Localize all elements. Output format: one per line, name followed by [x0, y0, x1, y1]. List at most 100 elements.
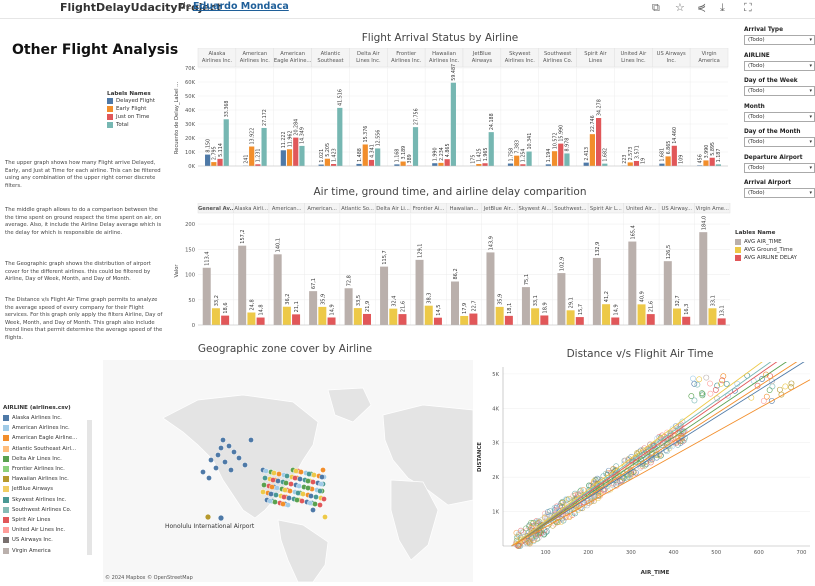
data-label: 3.990: [704, 145, 710, 159]
bar: [637, 304, 646, 325]
data-label: 40,9: [640, 291, 646, 302]
fullscreen-icon[interactable]: ⛶: [744, 1, 752, 14]
scatter-point: [719, 377, 726, 384]
category-label: Southwest: [544, 51, 571, 57]
data-label: 75,1: [524, 274, 530, 285]
legend-item[interactable]: AVG Ground_Time: [735, 246, 797, 254]
filter-dropdown[interactable]: (Todo) ▾: [744, 162, 815, 173]
airline-legend-item[interactable]: JetBlue Airways: [3, 484, 95, 494]
airline-legend-item[interactable]: Hawaiian Airlines Inc.: [3, 474, 95, 484]
bar: [380, 266, 389, 325]
filter-value: (Todo): [748, 190, 765, 196]
bar: [589, 134, 595, 166]
airline-legend-item[interactable]: Frontier Airlines Inc.: [3, 464, 95, 474]
category-label: Airlines Inc.: [505, 58, 536, 64]
data-label: 8.150: [205, 139, 211, 153]
airline-legend-item[interactable]: US Airways Inc.: [3, 535, 95, 545]
filter-dropdown[interactable]: (Todo) ▾: [744, 60, 815, 71]
copy-icon[interactable]: ⧉: [652, 1, 660, 14]
filter-value: (Todo): [748, 113, 765, 120]
bar: [337, 107, 343, 166]
data-label: 38,3: [427, 293, 433, 304]
airport-marker: [261, 482, 267, 488]
airline-legend-item[interactable]: Spirit Air Lines: [3, 515, 95, 525]
scatter-point: [544, 528, 550, 535]
bar: [564, 153, 570, 166]
airline-legend-item[interactable]: American Eagle Airline...: [3, 433, 95, 443]
legend-item[interactable]: Just on Time: [107, 113, 155, 121]
legend-item[interactable]: Delayed Flight: [107, 97, 155, 105]
legend-item[interactable]: AVG AIRLINE DELAY: [735, 254, 797, 262]
trend-line: [511, 362, 763, 547]
swatch-icon: [3, 547, 9, 554]
data-label: 32,7: [675, 295, 681, 306]
bar: [400, 161, 406, 166]
bar: [292, 314, 301, 325]
filter-dropdown[interactable]: (Todo) ▾: [744, 137, 815, 147]
star-icon[interactable]: ☆: [675, 1, 685, 14]
data-label: 102,9: [559, 257, 565, 271]
legend-item[interactable]: Total: [107, 121, 155, 129]
swatch-icon: [3, 476, 9, 483]
description-paragraph: The Distance v/s Flight Air Time graph p…: [5, 297, 163, 341]
share-icon[interactable]: ⋞: [697, 1, 707, 14]
data-label: 5.114: [218, 143, 224, 157]
y-tick-label: 10K: [185, 150, 196, 156]
bar: [715, 164, 721, 166]
bar: [249, 146, 255, 166]
data-label: 29,1: [569, 297, 575, 308]
legend-label: Delayed Flight: [116, 98, 155, 104]
airport-marker: [307, 500, 313, 506]
data-label: 18,1: [507, 303, 513, 314]
scatter-point: [776, 386, 783, 393]
bar: [545, 164, 551, 166]
description-paragraph: The upper graph shows how many Flight ar…: [5, 160, 161, 189]
filter-group: Departure Airport (Todo) ▾: [744, 155, 815, 181]
bar: [521, 287, 530, 325]
airport-marker: [288, 481, 294, 487]
legend-label: Just on Time: [116, 114, 150, 120]
data-label: 15.376: [363, 126, 369, 143]
bar: [659, 163, 665, 166]
category-header: [694, 203, 731, 214]
bar: [703, 160, 709, 166]
data-label: 21,1: [294, 301, 300, 312]
airline-legend-item[interactable]: American Airlines Inc.: [3, 423, 95, 433]
time-legend: Lables Name AVG AIR_TIME AVG Ground_Time…: [735, 230, 797, 262]
data-label: 14,9: [613, 304, 619, 315]
bar: [424, 305, 433, 325]
legend-scrollbar[interactable]: [87, 420, 92, 555]
bar: [415, 259, 424, 325]
filter-dropdown[interactable]: (Todo) ▾: [744, 111, 815, 122]
data-label: 17,9: [462, 303, 468, 314]
airport-marker: [281, 494, 287, 500]
legend-item[interactable]: Early Flight: [107, 105, 155, 113]
airport-marker: [283, 480, 289, 486]
data-label: 35,9: [498, 294, 504, 305]
airline-legend-item[interactable]: Virgin America: [3, 545, 95, 555]
filter-dropdown[interactable]: (Todo) ▾: [744, 188, 815, 198]
airline-legend-label: US Airways Inc.: [12, 537, 53, 544]
airline-legend-item[interactable]: Southwest Airlines Co.: [3, 505, 95, 515]
airline-legend-item[interactable]: Alaska Airlines Inc.: [3, 413, 95, 423]
legend-item[interactable]: AVG AIR_TIME: [735, 238, 797, 246]
filter-dropdown[interactable]: (Todo) ▾: [744, 35, 815, 45]
description-paragraph: The Geographic graph shows the distribut…: [5, 261, 151, 283]
world-map[interactable]: Honolulu International Airport © 2024 Map…: [103, 360, 473, 582]
filter-dropdown[interactable]: (Todo) ▾: [744, 86, 815, 96]
data-label: 2.795: [212, 146, 218, 160]
author-link[interactable]: Eduardo Mondaca: [193, 1, 289, 12]
data-label: 5.895: [710, 142, 716, 156]
airport-marker: [218, 515, 224, 521]
airport-marker: [231, 449, 237, 455]
airline-legend-item[interactable]: Atlantic Southeast Airl...: [3, 444, 95, 454]
airport-marker: [206, 475, 212, 481]
bar: [211, 162, 217, 166]
airline-legend-item[interactable]: United Air Lines Inc.: [3, 525, 95, 535]
download-icon[interactable]: ⤓: [720, 1, 725, 14]
x-tick-label: 200: [583, 550, 593, 556]
airline-legend-item[interactable]: Skywest Airlines Inc.: [3, 495, 95, 505]
chart-title-arrival: Flight Arrival Status by Airline: [361, 32, 519, 44]
airline-legend-item[interactable]: Delta Air Lines Inc.: [3, 454, 95, 464]
scatter-point: [714, 382, 721, 389]
